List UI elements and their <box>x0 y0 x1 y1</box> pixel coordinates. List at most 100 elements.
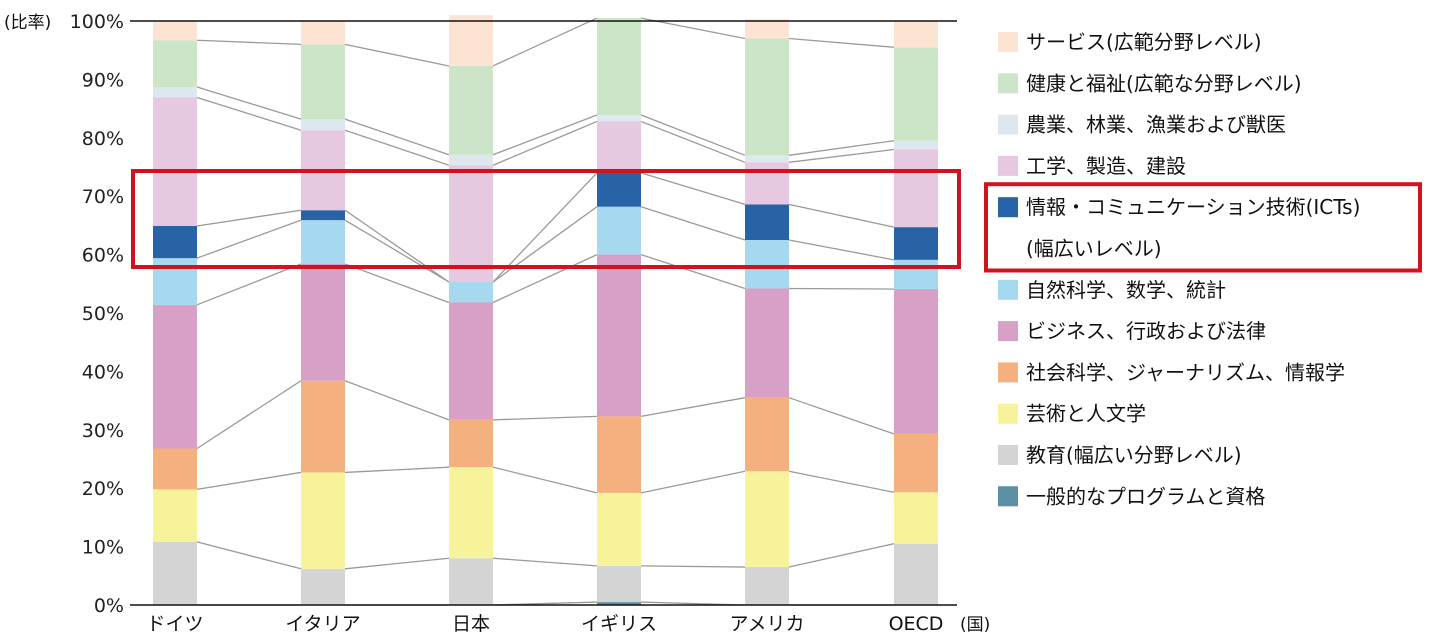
connector-line <box>640 565 746 568</box>
bar-segment <box>597 172 641 207</box>
bar-segment <box>597 18 641 116</box>
bar-segment <box>301 472 345 569</box>
legend-swatch <box>998 445 1018 465</box>
bar-segment <box>449 154 493 166</box>
bar-segment <box>745 288 789 398</box>
bar-segment <box>597 254 641 417</box>
bar-segment <box>301 568 345 605</box>
chart-highlight-box <box>131 169 961 269</box>
bar-segment <box>449 15 493 66</box>
connector-line <box>344 380 450 421</box>
bar-segment <box>894 289 938 434</box>
bar-segment <box>301 119 345 131</box>
connector-lines <box>196 17 895 606</box>
y-tick-label: 20% <box>82 478 124 500</box>
legend-swatch <box>998 73 1018 94</box>
bar-segment <box>153 40 197 87</box>
connector-line <box>344 129 450 166</box>
bar-segment <box>894 149 938 228</box>
bar-segment <box>894 140 938 150</box>
legend-swatch <box>998 114 1018 135</box>
y-tick-label: 0% <box>94 595 124 617</box>
connector-line <box>344 43 450 67</box>
x-category-label: 日本 <box>452 613 490 635</box>
bar-segment <box>597 115 641 122</box>
x-category-label: イギリス <box>581 613 657 635</box>
highlight-boxes <box>131 169 1422 273</box>
legend-swatch <box>998 362 1018 383</box>
connector-line <box>344 219 450 283</box>
connector-line <box>788 543 895 568</box>
connector-line <box>640 206 746 241</box>
legend-label: 一般的なプログラムと資格 <box>1026 484 1265 508</box>
bar-segment <box>301 263 345 381</box>
bar-segment <box>745 240 789 289</box>
bar-segment <box>449 419 493 468</box>
legend-swatch <box>998 486 1018 507</box>
bar-segment <box>894 227 938 260</box>
connector-line <box>492 206 598 283</box>
bar-segment <box>153 21 197 41</box>
bar-segment <box>745 19 789 39</box>
y-tick-label: 30% <box>82 420 124 442</box>
bar-segment <box>894 21 938 48</box>
bar-segment <box>745 204 789 240</box>
bar-segment <box>745 397 789 472</box>
legend-highlight-box <box>984 182 1422 273</box>
y-tick-label: 10% <box>82 537 124 559</box>
connector-line <box>344 263 450 304</box>
connector-line <box>196 209 302 227</box>
bar-segment <box>745 162 789 205</box>
connector-line <box>344 209 450 283</box>
connector-line <box>640 470 746 494</box>
connector-line <box>492 17 598 67</box>
y-tick-label: 70% <box>82 186 124 208</box>
bar-segment <box>597 602 641 605</box>
bar-segment <box>597 206 641 255</box>
y-tick-label: 90% <box>82 69 124 91</box>
connector-line <box>492 557 598 567</box>
connector-line <box>640 114 746 156</box>
bar-segment <box>153 541 197 605</box>
bar-segment <box>894 492 938 544</box>
connector-line <box>640 397 746 418</box>
legend-label: 教育(幅広い分野レベル) <box>1026 443 1242 467</box>
bar-stacks <box>153 15 938 605</box>
y-tick-label: 80% <box>82 128 124 150</box>
bar-segment <box>597 565 641 603</box>
connector-line <box>196 541 302 570</box>
bar-segment <box>301 380 345 473</box>
connector-line <box>788 239 895 261</box>
connector-line <box>196 39 302 46</box>
x-category-label: イタリア <box>285 613 360 635</box>
connector-line <box>788 37 895 48</box>
bar-segment <box>153 489 197 542</box>
connector-line <box>492 114 598 156</box>
x-unit-label: (国) <box>960 615 990 635</box>
connector-line <box>788 203 895 228</box>
legend-swatch <box>998 403 1018 424</box>
bar-segment <box>153 225 197 259</box>
x-category-label: OECD <box>889 613 944 635</box>
legend-swatch <box>998 155 1018 176</box>
connector-line <box>788 287 895 290</box>
legend-label: 工学、製造、建設 <box>1026 154 1186 178</box>
legend-label: 情報・コミュニケーション技術(ICTs) <box>1026 195 1360 219</box>
bar-segment <box>745 38 789 156</box>
bar-segment <box>597 121 641 173</box>
bar-segment <box>153 97 197 226</box>
bar-segment <box>894 433 938 493</box>
connector-line <box>788 470 895 493</box>
connector-line <box>788 397 895 435</box>
x-category-label: ドイツ <box>146 613 203 635</box>
y-tick-label: 60% <box>82 245 124 267</box>
connector-line <box>788 140 895 156</box>
bar-segment <box>745 471 789 568</box>
bar-segment <box>894 543 938 605</box>
connector-line <box>196 380 302 450</box>
y-tick-label: 40% <box>82 361 124 383</box>
connector-line <box>492 120 598 166</box>
legend-swatch <box>998 279 1018 300</box>
connector-line <box>196 219 302 259</box>
bar-segment <box>301 21 345 45</box>
